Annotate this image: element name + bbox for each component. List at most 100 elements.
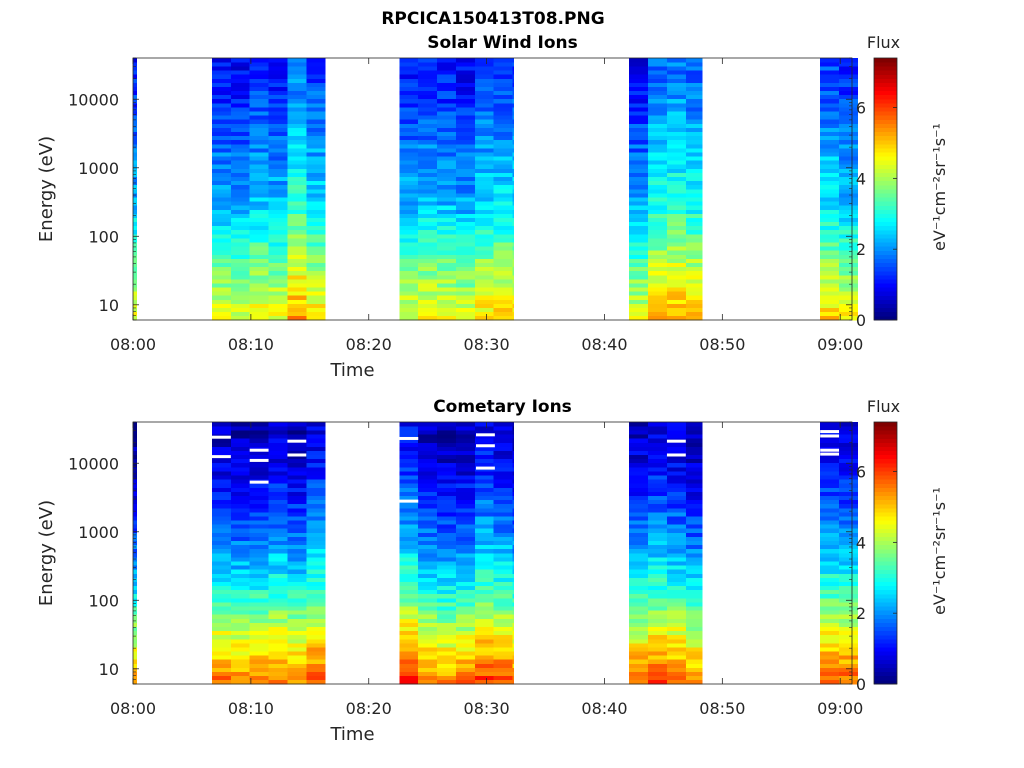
heatmap-cell xyxy=(629,532,649,537)
heatmap-cell xyxy=(455,98,476,104)
heatmap-cell xyxy=(666,180,687,186)
heatmap-cell xyxy=(474,565,494,570)
heatmap-cell xyxy=(211,483,232,488)
heatmap-cell xyxy=(629,458,649,464)
heatmap-cell xyxy=(249,139,269,145)
heatmap-cell xyxy=(629,553,649,558)
heatmap-cell xyxy=(648,189,668,194)
heatmap-cell xyxy=(133,250,137,255)
heatmap-cell xyxy=(437,66,457,71)
heatmap-cell xyxy=(839,238,859,243)
heatmap-cell xyxy=(437,467,457,472)
heatmap-cell xyxy=(820,471,840,476)
heatmap-cell xyxy=(230,540,250,546)
heatmap-cell xyxy=(685,135,703,141)
heatmap-cell xyxy=(666,458,687,464)
heatmap-cell xyxy=(839,540,859,546)
heatmap-cell xyxy=(268,438,288,443)
heatmap-cell xyxy=(629,422,649,427)
colorbar-swatch xyxy=(874,283,897,288)
heatmap-cell xyxy=(437,213,457,218)
heatmap-cell xyxy=(455,671,476,677)
heatmap-cell xyxy=(418,524,438,529)
heatmap-cell xyxy=(474,643,494,648)
heatmap-cell xyxy=(306,663,326,668)
heatmap-cell xyxy=(268,315,288,321)
heatmap-cell xyxy=(839,422,859,427)
heatmap-cell xyxy=(474,82,494,87)
heatmap-cell xyxy=(249,103,269,108)
heatmap-cell xyxy=(399,103,419,108)
heatmap-cell xyxy=(512,426,515,431)
heatmap-cell xyxy=(268,659,288,664)
heatmap-cell xyxy=(418,622,438,627)
heatmap-cell xyxy=(230,184,250,190)
heatmap-cell xyxy=(437,229,457,235)
heatmap-cell xyxy=(512,430,515,435)
heatmap-cell xyxy=(211,634,232,640)
heatmap-cell xyxy=(474,634,494,640)
heatmap-cell xyxy=(666,679,687,685)
heatmap-cell xyxy=(512,160,515,165)
heatmap-cell xyxy=(230,172,250,178)
heatmap-cell xyxy=(455,638,476,644)
heatmap-cell xyxy=(287,291,307,296)
heatmap-cell xyxy=(685,495,703,501)
heatmap-cell xyxy=(629,430,649,435)
heatmap-cell xyxy=(249,577,269,582)
heatmap-cell xyxy=(306,434,326,439)
heatmap-cell xyxy=(455,471,476,476)
heatmap-cell xyxy=(839,274,859,280)
heatmap-cell xyxy=(820,622,840,627)
heatmap-cell xyxy=(455,458,476,464)
heatmap-cell xyxy=(230,225,250,231)
heatmap-cell xyxy=(629,111,649,116)
heatmap-cell xyxy=(474,426,494,431)
heatmap-cell xyxy=(629,107,649,112)
heatmap-cell xyxy=(133,422,137,427)
heatmap-cell xyxy=(287,614,307,619)
heatmap-cell xyxy=(648,679,668,685)
heatmap-cell xyxy=(820,528,840,533)
heatmap-cell xyxy=(268,283,288,288)
heatmap-cell xyxy=(685,156,703,161)
heatmap-cell xyxy=(306,585,326,591)
heatmap-cell xyxy=(493,651,513,656)
heatmap-cell xyxy=(230,548,250,554)
heatmap-cell xyxy=(839,548,859,554)
heatmap-cell xyxy=(685,279,703,284)
heatmap-cell xyxy=(474,62,494,67)
heatmap-cell xyxy=(820,671,840,677)
heatmap-cell xyxy=(474,193,494,198)
colorbar-swatch xyxy=(874,471,897,476)
heatmap-cell xyxy=(418,487,438,492)
heatmap-cell xyxy=(399,189,419,194)
heatmap-cell xyxy=(211,442,232,447)
heatmap-cell xyxy=(306,152,326,157)
heatmap-cell xyxy=(455,655,476,660)
heatmap-cell xyxy=(820,655,840,660)
heatmap-cell xyxy=(287,516,307,521)
heatmap-cell xyxy=(629,217,649,223)
heatmap-cell xyxy=(629,438,649,443)
heatmap-cell xyxy=(306,311,326,317)
heatmap-cell xyxy=(629,246,649,251)
heatmap-cell xyxy=(211,638,232,644)
heatmap-cell xyxy=(512,270,515,276)
heatmap-cell xyxy=(493,630,513,636)
heatmap-cell xyxy=(629,193,649,198)
heatmap-cell xyxy=(512,630,515,636)
heatmap-cell xyxy=(211,189,232,194)
heatmap-cell xyxy=(666,462,687,468)
heatmap-cell xyxy=(268,606,288,611)
colorbar-unit: eV⁻¹cm⁻²sr⁻¹s⁻¹ xyxy=(930,123,949,251)
heatmap-cell xyxy=(437,516,457,521)
colorbar-swatch xyxy=(874,82,897,88)
heatmap-cell xyxy=(249,638,269,644)
heatmap-cell xyxy=(418,197,438,202)
heatmap-cell xyxy=(249,622,269,627)
heatmap-cell xyxy=(249,258,269,263)
heatmap-cell xyxy=(685,487,703,492)
heatmap-cell xyxy=(455,553,476,558)
heatmap-cell xyxy=(211,86,232,92)
